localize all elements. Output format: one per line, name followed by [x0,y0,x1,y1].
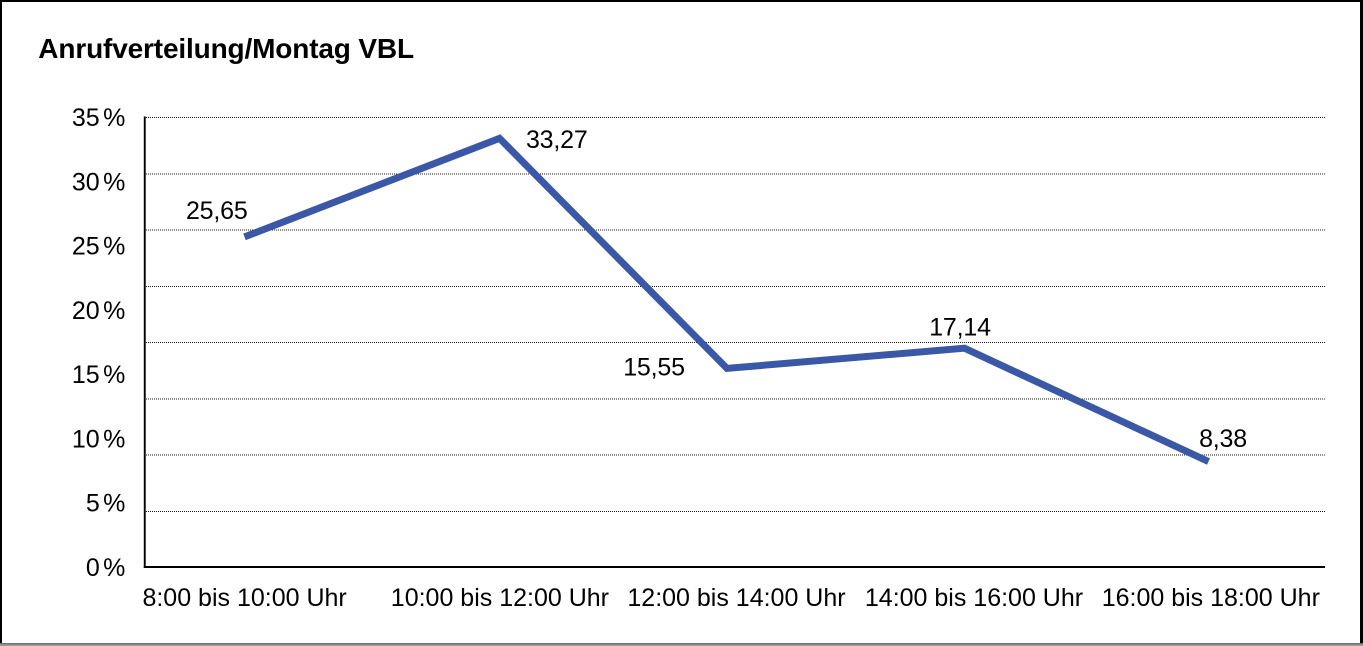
svg-text:15 %: 15 % [72,361,125,389]
svg-text:30 %: 30 % [72,168,125,196]
svg-text:16:00 bis 18:00 Uhr: 16:00 bis 18:00 Uhr [1102,584,1320,612]
svg-text:0 %: 0 % [86,554,125,582]
svg-text:25 %: 25 % [72,233,125,261]
svg-text:10:00 bis 12:00 Uhr: 10:00 bis 12:00 Uhr [391,584,609,612]
svg-text:15,55: 15,55 [623,354,685,382]
svg-text:8:00 bis 10:00 Uhr: 8:00 bis 10:00 Uhr [142,584,346,612]
svg-text:14:00 bis 16:00 Uhr: 14:00 bis 16:00 Uhr [865,584,1083,612]
svg-text:35 %: 35 % [72,104,125,132]
svg-text:17,14: 17,14 [929,314,991,342]
svg-text:25,65: 25,65 [186,197,248,225]
svg-text:5 %: 5 % [86,490,125,518]
svg-text:10 %: 10 % [72,425,125,453]
svg-text:12:00 bis 14:00 Uhr: 12:00 bis 14:00 Uhr [627,584,845,612]
svg-text:8,38: 8,38 [1199,425,1247,453]
svg-text:20 %: 20 % [72,297,125,325]
svg-text:33,27: 33,27 [526,126,588,154]
svg-text:Anrufverteilung/Montag VBL: Anrufverteilung/Montag VBL [38,33,414,64]
